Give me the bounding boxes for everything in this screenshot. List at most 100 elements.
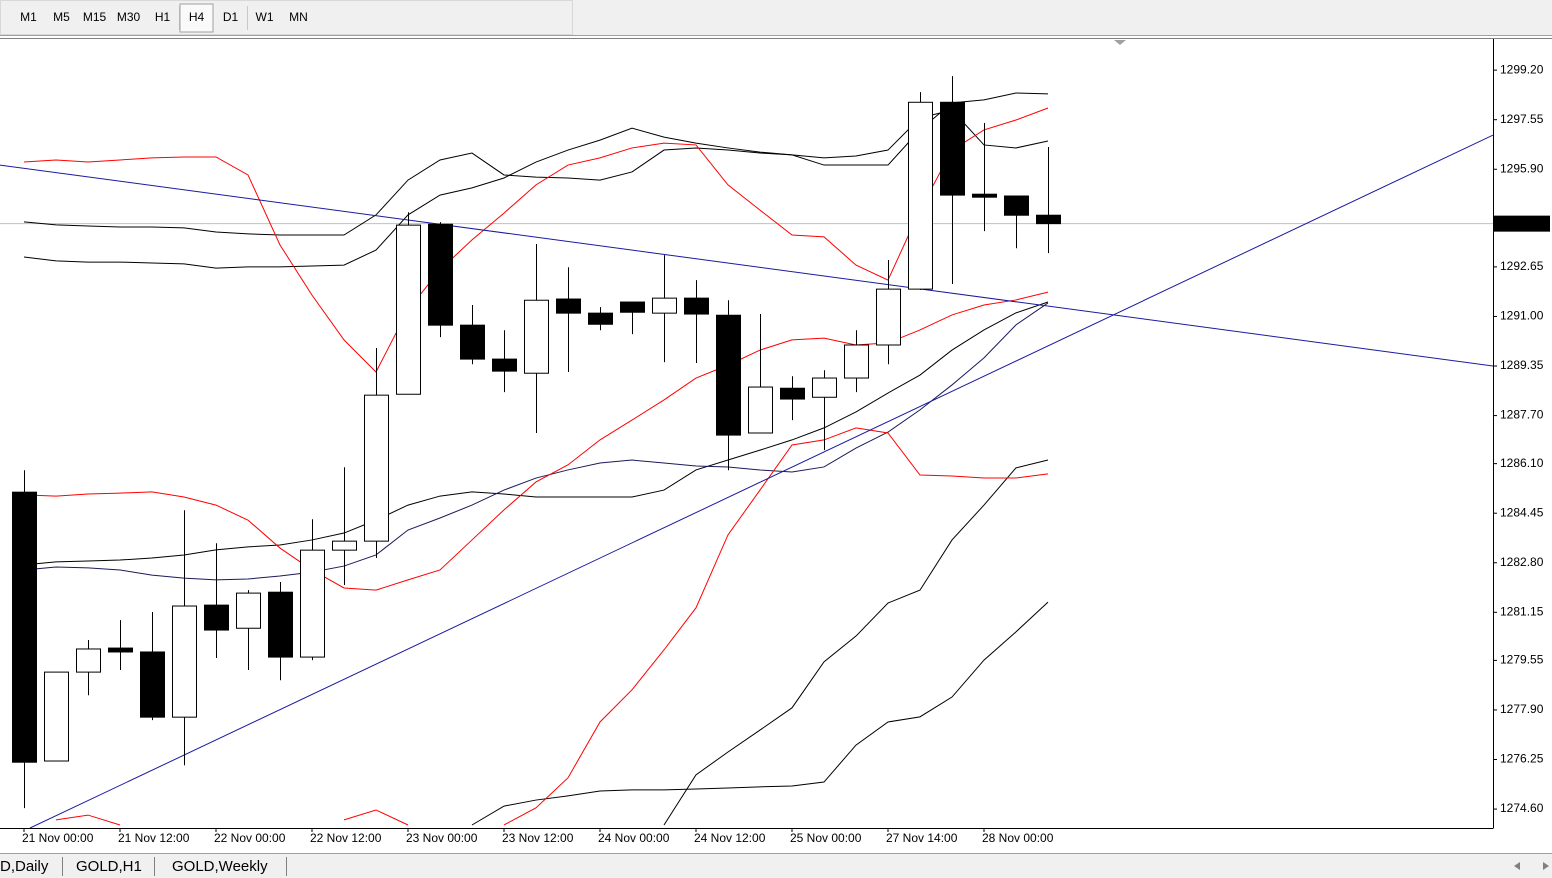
candle-body: [1004, 195, 1029, 216]
indicator-line: [23, 301, 1049, 566]
timeframe-label: M5: [53, 10, 70, 24]
y-tick-label: 1276.25: [1500, 752, 1544, 766]
chart-tab[interactable]: [64, 855, 154, 877]
candle-body: [620, 301, 645, 313]
timeframe-button[interactable]: [45, 4, 78, 32]
y-tick-label: 1282.80: [1500, 555, 1544, 569]
y-tick-label: 1274.60: [1500, 801, 1544, 815]
y-tick-label: 1299.20: [1500, 62, 1544, 76]
x-tick-label: 25 Nov 00:00: [790, 831, 862, 845]
indicator-line: [23, 92, 1049, 236]
x-tick-label: 23 Nov 00:00: [406, 831, 478, 845]
candle-body: [268, 591, 293, 658]
y-tick-label: 1291.00: [1500, 309, 1544, 323]
timeframe-label: M30: [117, 10, 141, 24]
candle-body: [428, 223, 453, 326]
candle-body: [140, 651, 165, 718]
candle-body: [492, 358, 517, 372]
timeframe-button[interactable]: [282, 4, 315, 32]
trendline: [29, 134, 1493, 828]
chart-tab-label: GOLD,H1: [76, 858, 142, 875]
timeframe-toolbar: M1 M5 M15 M30 H1 H4 D1 W1 MN: [12, 3, 315, 33]
candle-body: [172, 605, 197, 718]
timeframe-button[interactable]: [248, 4, 281, 32]
current-price-label: 1294.09: [1498, 216, 1542, 230]
x-tick-label: 24 Nov 00:00: [598, 831, 670, 845]
candle-body: [524, 299, 549, 374]
toolbar-frame: [0, 0, 573, 35]
timeframe-button[interactable]: [146, 4, 179, 32]
trendline: [0, 164, 1493, 367]
candle-body: [844, 344, 869, 379]
y-tick-label: 1297.55: [1500, 112, 1544, 126]
x-tick-label: 24 Nov 12:00: [694, 831, 766, 845]
candle-body: [76, 648, 101, 673]
chart-tab[interactable]: [160, 855, 286, 877]
timeframe-button[interactable]: [12, 4, 45, 32]
y-tick-label: 1289.35: [1500, 358, 1544, 372]
scroll-left[interactable]: [1514, 862, 1520, 870]
candle-body: [556, 298, 581, 314]
timeframe-button[interactable]: [78, 4, 111, 32]
timeframe-label: MN: [289, 10, 308, 24]
candle-body: [908, 101, 933, 290]
candle-body: [204, 604, 229, 631]
y-tick-label: 1281.15: [1500, 604, 1544, 618]
timeframe-button[interactable]: [112, 4, 145, 32]
indicator-line: [23, 302, 1049, 581]
chart-tab-label: D,Daily: [0, 858, 49, 875]
candle-body: [12, 491, 37, 763]
chart-tab-label: GOLD,Weekly: [172, 858, 268, 875]
y-tick-label: 1292.65: [1500, 259, 1544, 273]
indicator-line: [471, 601, 1049, 826]
timeframe-label: D1: [223, 10, 239, 24]
x-tick-label: 22 Nov 00:00: [214, 831, 286, 845]
scroll-right[interactable]: [1543, 862, 1549, 870]
candle-body: [876, 288, 901, 346]
current-price-box: [1494, 215, 1550, 232]
indicator-line: [23, 107, 1049, 373]
plot-area: [0, 38, 1493, 828]
x-tick-label: 28 Nov 00:00: [982, 831, 1054, 845]
candle-body: [588, 312, 613, 325]
candle-body: [332, 540, 357, 551]
timeframe-label: W1: [256, 10, 274, 24]
candle-body: [652, 297, 677, 314]
timeframe-label: M1: [20, 10, 37, 24]
candle-body: [940, 101, 965, 196]
indicator-line: [663, 459, 1049, 826]
y-tick-label: 1284.45: [1500, 505, 1544, 519]
timeframe-button[interactable]: [214, 4, 247, 32]
x-tick-label: 27 Nov 14:00: [886, 831, 958, 845]
chart-tab[interactable]: [0, 855, 62, 877]
axes: 1299.20 1297.55 1295.90 1292.65 1291.00 1289.…: [22, 62, 1550, 845]
y-tick-label: 1286.10: [1500, 456, 1544, 470]
candle-body: [972, 193, 997, 198]
indicator-line: [55, 427, 1049, 826]
candle-body: [812, 377, 837, 398]
timeframe-label: H1: [155, 10, 171, 24]
candle-body: [748, 386, 773, 434]
y-tick-label: 1295.90: [1500, 161, 1544, 175]
y-tick-label: 1287.70: [1500, 408, 1544, 422]
y-tick-label: 1277.90: [1500, 702, 1544, 716]
x-tick-label: 23 Nov 12:00: [502, 831, 574, 845]
candle-body: [364, 394, 389, 542]
x-tick-label: 21 Nov 12:00: [118, 831, 190, 845]
timeframe-label: H4: [189, 10, 205, 24]
candle-body: [396, 224, 421, 395]
x-tick-label: 22 Nov 12:00: [310, 831, 382, 845]
candle-body: [300, 549, 325, 658]
y-tick-label: 1279.55: [1500, 653, 1544, 667]
timeframe-label: M15: [83, 10, 107, 24]
plot: [0, 76, 1493, 828]
candle-body: [108, 647, 133, 653]
chart-tabs: D,Daily GOLD,H1 GOLD,Weekly: [0, 855, 287, 877]
timeframe-button[interactable]: [179, 3, 214, 33]
candle-body: [716, 314, 741, 436]
candle-body: [1036, 214, 1061, 225]
indicator-line: [23, 109, 1049, 269]
candle-body: [44, 671, 69, 762]
